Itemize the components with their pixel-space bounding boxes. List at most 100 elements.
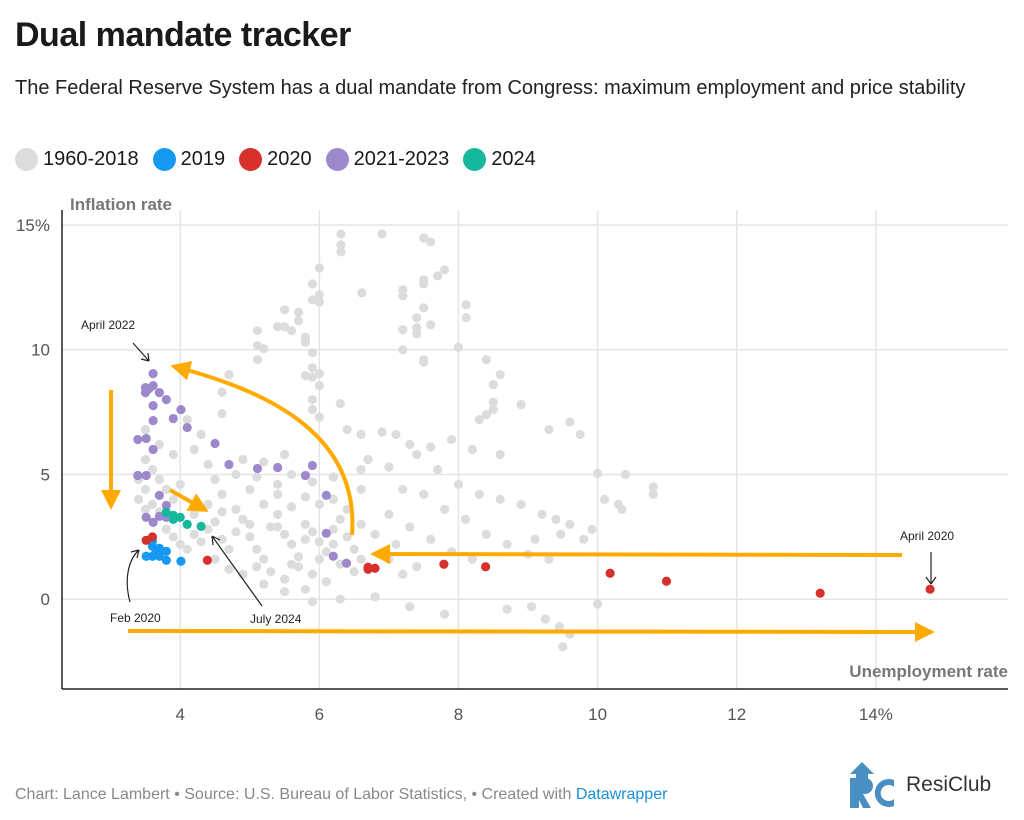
annotation-feb-2020: Feb 2020 <box>110 611 161 625</box>
datawrapper-link[interactable]: Datawrapper <box>575 786 668 803</box>
point-1960-2018 <box>405 522 415 532</box>
point-1960-2018 <box>516 499 526 509</box>
point-2021-2023 <box>133 470 143 481</box>
point-1960-2018 <box>537 509 547 519</box>
point-1960-2018 <box>551 514 561 524</box>
y-tick-label: 5 <box>41 465 50 484</box>
point-1960-2018 <box>273 322 283 332</box>
point-1960-2018 <box>196 537 206 547</box>
point-1960-2018 <box>314 290 324 300</box>
point-1960-2018 <box>300 337 311 347</box>
point-1960-2018 <box>405 439 415 450</box>
point-1960-2018 <box>439 265 450 275</box>
point-1960-2018 <box>356 554 366 564</box>
point-1960-2018 <box>495 449 505 460</box>
point-1960-2018 <box>245 484 255 495</box>
point-1960-2018 <box>273 522 283 532</box>
point-1960-2018 <box>495 494 505 504</box>
point-1960-2018 <box>398 291 408 301</box>
point-1960-2018 <box>565 519 575 529</box>
point-1960-2018 <box>231 504 241 514</box>
point-1960-2018 <box>307 527 318 537</box>
point-1960-2018 <box>175 479 185 490</box>
x-tick-label: 6 <box>315 705 324 724</box>
arrow-right <box>127 621 935 642</box>
annotations: April 2022 Feb 2020 July 2024 April 2020 <box>81 318 954 626</box>
point-2021-2023 <box>273 462 283 473</box>
point-1960-2018 <box>245 519 255 529</box>
point-1960-2018 <box>314 554 324 564</box>
legend-item-2021-2023: 2021-2023 <box>325 148 449 171</box>
point-2021-2023 <box>148 381 158 391</box>
point-2020 <box>481 562 491 572</box>
point-1960-2018 <box>526 602 537 612</box>
resiclub-logo: ResiClub <box>848 760 991 810</box>
point-1960-2018 <box>426 534 436 544</box>
point-2020 <box>370 563 380 573</box>
point-1960-2018 <box>357 288 367 298</box>
point-1960-2018 <box>502 604 512 614</box>
point-2019 <box>161 555 171 565</box>
y-tick-label: 10 <box>31 341 50 360</box>
point-1960-2018 <box>419 489 429 500</box>
point-1960-2018 <box>307 477 318 487</box>
point-1960-2018 <box>544 554 554 564</box>
point-1960-2018 <box>384 509 394 519</box>
point-2019 <box>161 546 171 556</box>
point-1960-2018 <box>439 504 450 514</box>
point-1960-2018 <box>252 562 262 572</box>
point-1960-2018 <box>259 457 269 467</box>
point-1960-2018 <box>530 534 540 544</box>
point-1960-2018 <box>579 534 589 544</box>
point-1960-2018 <box>182 414 192 425</box>
point-1960-2018 <box>617 504 627 514</box>
point-1960-2018 <box>154 474 164 485</box>
point-1960-2018 <box>252 355 263 365</box>
point-1960-2018 <box>279 322 290 332</box>
legend-swatch <box>152 148 176 171</box>
point-1960-2018 <box>266 567 276 577</box>
point-1960-2018 <box>168 449 178 460</box>
point-2024 <box>161 507 171 517</box>
point-1960-2018 <box>349 567 359 577</box>
chart-title: Dual mandate tracker <box>15 16 351 54</box>
point-1960-2018 <box>446 434 457 445</box>
point-1960-2018 <box>279 305 290 315</box>
annotation-july-2024: July 2024 <box>250 612 302 626</box>
point-1960-2018 <box>307 404 318 415</box>
point-1960-2018 <box>467 554 477 564</box>
point-1960-2018 <box>433 271 443 281</box>
point-1960-2018 <box>426 237 436 247</box>
point-2021-2023 <box>252 463 263 474</box>
point-1960-2018 <box>377 427 387 437</box>
legend-label: 2024 <box>491 148 536 170</box>
point-1960-2018 <box>307 348 318 358</box>
point-1960-2018 <box>286 502 297 512</box>
point-1960-2018 <box>273 489 283 500</box>
point-1960-2018 <box>384 554 394 564</box>
point-1960-2018 <box>342 532 352 542</box>
point-1960-2018 <box>279 449 290 460</box>
point-2021-2023 <box>182 422 192 433</box>
arrow-arc <box>170 361 355 536</box>
point-1960-2018 <box>426 320 436 330</box>
point-1960-2018 <box>238 514 248 524</box>
point-1960-2018 <box>370 592 380 602</box>
point-1960-2018 <box>307 569 318 579</box>
point-1960-2018 <box>217 507 227 517</box>
point-2019 <box>153 547 163 557</box>
point-1960-2018 <box>474 489 484 500</box>
point-1960-2018 <box>398 325 408 335</box>
point-1960-2018 <box>189 529 199 539</box>
point-1960-2018 <box>252 472 262 482</box>
point-1960-2018 <box>300 584 311 594</box>
point-2021-2023 <box>161 500 171 510</box>
point-1960-2018 <box>356 519 366 529</box>
point-1960-2018 <box>648 482 658 492</box>
point-1960-2018 <box>161 484 171 495</box>
point-1960-2018 <box>540 614 551 624</box>
point-1960-2018 <box>481 529 491 539</box>
point-1960-2018 <box>336 229 346 239</box>
point-1960-2018 <box>488 404 498 415</box>
point-1960-2018 <box>516 399 526 410</box>
